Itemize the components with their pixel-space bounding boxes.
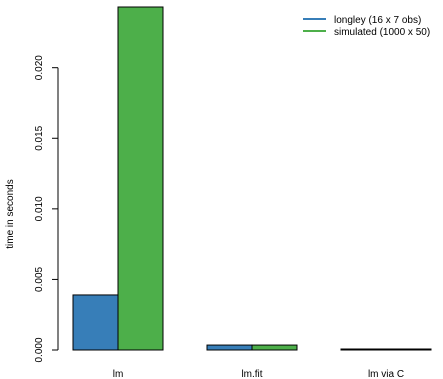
- y-tick-label: 0.010: [34, 196, 45, 221]
- legend-entry: longley (16 x 7 obs): [334, 15, 421, 26]
- y-tick-label: 0.020: [34, 55, 45, 80]
- x-category-label: lm.fit: [241, 369, 262, 379]
- x-axis-labels: lm lm.fit lm via C: [113, 369, 404, 379]
- bar-simulated-lm: [117, 6, 164, 351]
- x-category-label: lm: [113, 369, 124, 379]
- x-category-label: lm via C: [368, 369, 404, 379]
- y-axis-title: time in seconds: [5, 179, 16, 248]
- y-axis: 0.000 0.005 0.010 0.015 0.020: [34, 55, 59, 363]
- bar-simulated-lm-via-c: [385, 348, 432, 351]
- y-tick-label: 0.005: [34, 266, 45, 291]
- legend: longley (16 x 7 obs)simulated (1000 x 50…: [303, 15, 430, 38]
- bar-longley-lm-fit: [206, 344, 253, 351]
- bar-simulated-lm-fit: [251, 344, 298, 351]
- legend-entry: simulated (1000 x 50): [334, 27, 430, 38]
- bar-longley-lm-via-c: [340, 348, 387, 351]
- bars: [72, 6, 432, 351]
- y-tick-label: 0.015: [34, 125, 45, 150]
- bar-longley-lm: [72, 294, 119, 351]
- y-tick-label: 0.000: [34, 337, 45, 362]
